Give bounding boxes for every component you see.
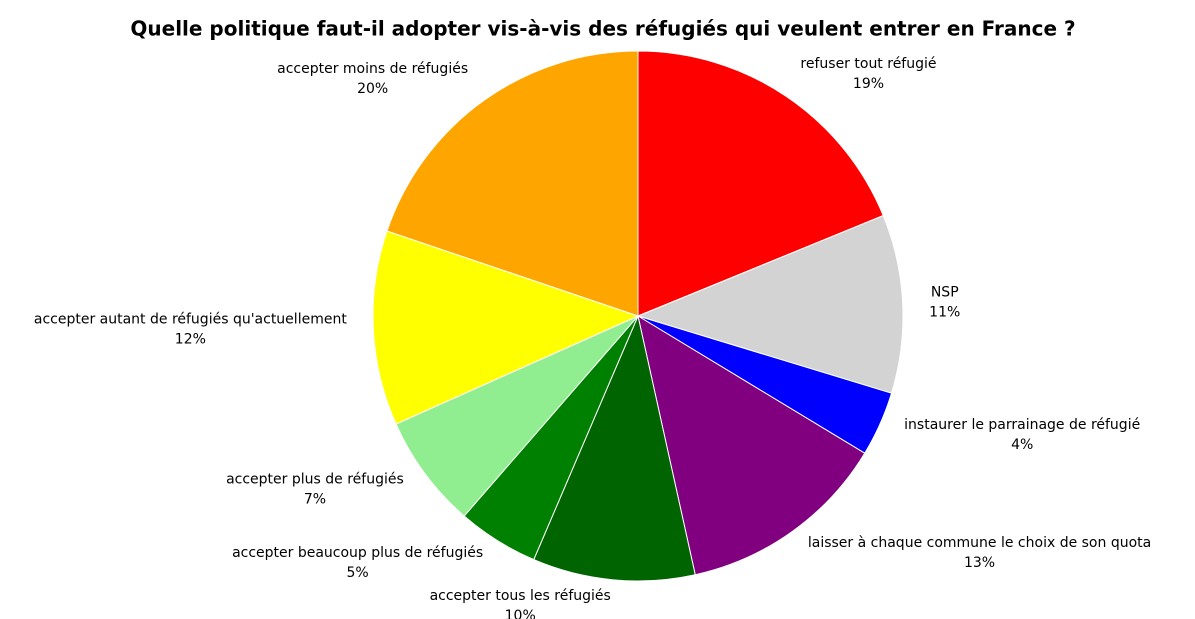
slice-label: laisser à chaque commune le choix de son…	[808, 535, 1151, 551]
slice-label: refuser tout réfugié	[800, 56, 936, 72]
pie-slice	[637, 50, 884, 317]
pie-slice	[637, 314, 866, 576]
slice-value-label: 4%	[1011, 437, 1033, 453]
slice-label: instaurer le parrainage de réfugié	[904, 417, 1140, 433]
slice-value-label: 19%	[853, 76, 884, 92]
pie-slice	[395, 315, 639, 517]
slice-value-label: 7%	[304, 492, 326, 508]
slice-value-label: 20%	[357, 81, 388, 97]
slice-label: NSP	[931, 284, 959, 300]
pie-slice	[636, 214, 904, 394]
slice-label: accepter plus de réfugiés	[226, 472, 404, 488]
slice-value-label: 12%	[175, 332, 206, 348]
slice-label: accepter beaucoup plus de réfugiés	[232, 545, 483, 561]
pie-slice	[372, 230, 640, 425]
slice-label: accepter autant de réfugiés qu'actuellem…	[34, 312, 347, 328]
pie-slice	[386, 50, 639, 317]
slice-value-label: 13%	[964, 555, 995, 571]
slice-value-label: 5%	[347, 565, 369, 581]
slice-value-label: 11%	[929, 304, 960, 320]
slice-label: accepter tous les réfugiés	[430, 588, 611, 604]
slice-value-label: 10%	[505, 608, 536, 619]
chart-title: Quelle politique faut-il adopter vis-à-v…	[130, 17, 1075, 41]
slice-label: accepter moins de réfugiés	[277, 61, 468, 77]
pie-slice	[533, 314, 696, 582]
